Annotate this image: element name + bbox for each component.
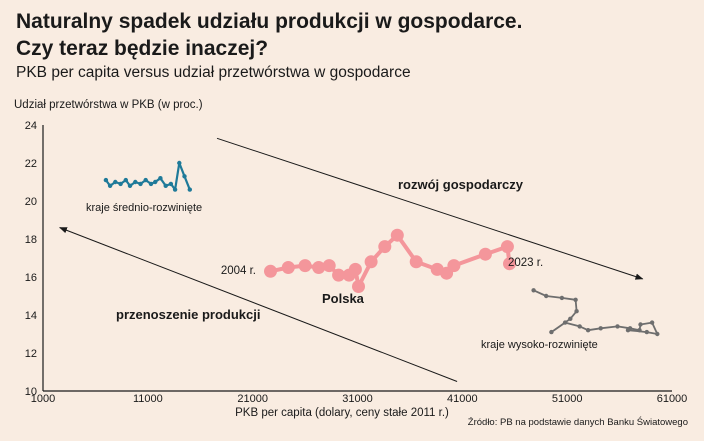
chart-title: Naturalny spadek udziału produkcji w gos… xyxy=(16,8,522,62)
x-tick-label: 21000 xyxy=(237,393,268,405)
data-point-srednio xyxy=(153,179,158,185)
data-point-polska xyxy=(281,261,295,274)
label-start-year: 2004 r. xyxy=(221,265,256,277)
arrows-layer xyxy=(59,137,644,382)
data-point-srednio xyxy=(182,174,187,179)
data-point-polska xyxy=(352,280,365,293)
data-point-wysoko xyxy=(655,331,660,337)
data-point-polska xyxy=(364,255,378,269)
data-point-wysoko xyxy=(598,326,603,331)
data-point-wysoko xyxy=(637,328,642,333)
data-point-polska xyxy=(503,257,516,271)
chart-subtitle: PKB per capita versus udział przetwórstw… xyxy=(16,64,411,81)
arrow-przenoszenie xyxy=(59,227,458,382)
series-line-srednio xyxy=(104,161,191,191)
chart-title-line1: Naturalny spadek udziału produkcji w gos… xyxy=(16,10,523,33)
data-point-wysoko xyxy=(644,329,649,335)
data-point-polska xyxy=(390,228,404,242)
data-point-wysoko xyxy=(577,324,582,329)
data-point-wysoko xyxy=(568,316,573,321)
data-point-wysoko xyxy=(531,288,536,293)
data-point-wysoko xyxy=(559,295,565,301)
data-point-srednio xyxy=(127,183,133,188)
data-point-srednio xyxy=(107,183,113,188)
y-tick-label: 10 xyxy=(25,386,37,398)
x-tick-label: 1000 xyxy=(31,393,55,405)
data-point-srednio xyxy=(177,160,182,166)
y-tick-label: 16 xyxy=(25,272,37,284)
data-point-wysoko xyxy=(544,293,549,299)
y-tick-label: 24 xyxy=(25,120,37,132)
series-label-wysoko: kraje wysoko-rozwinięte xyxy=(481,339,598,351)
data-point-srednio xyxy=(163,183,168,188)
data-point-polska xyxy=(322,259,336,273)
series-layer xyxy=(103,160,660,337)
x-tick-label: 51000 xyxy=(552,393,583,405)
data-point-wysoko xyxy=(574,309,579,314)
data-point-srednio xyxy=(148,181,154,187)
data-point-srednio xyxy=(103,177,109,183)
data-point-srednio xyxy=(113,179,118,185)
data-point-wysoko xyxy=(625,328,631,333)
series-line-wysoko xyxy=(532,289,659,335)
data-point-wysoko xyxy=(615,324,620,329)
data-point-polska xyxy=(332,268,346,282)
labels-layer: 2004 r. 2023 r. Polska kraje średnio-rozwin… xyxy=(86,177,598,351)
series-label-srednio: kraje średnio-rozwinięte xyxy=(86,202,202,214)
label-end-year: 2023 r. xyxy=(508,257,543,269)
y-tick-label: 20 xyxy=(25,196,37,208)
data-point-srednio xyxy=(168,181,174,187)
data-point-polska xyxy=(500,240,514,254)
data-point-wysoko xyxy=(562,320,568,325)
data-point-wysoko xyxy=(573,297,578,302)
chart-title-line2: Czy teraz będzie inaczej? xyxy=(16,37,269,60)
x-tick-label: 61000 xyxy=(657,393,688,405)
data-point-wysoko xyxy=(549,329,554,335)
ticks-layer: 10 12 14 16 18 20 22 24 1000 11000 21000 31000 41000… xyxy=(25,120,688,405)
source-note: Źródło: PB na podstawie danych Banku Świ… xyxy=(468,416,688,428)
y-tick-label: 12 xyxy=(25,348,37,360)
data-point-polska xyxy=(378,240,392,254)
axes-layer: Udział przetwórstwa w PKB (w proc.) PKB … xyxy=(14,99,688,428)
arrow-rozwoj xyxy=(216,137,644,280)
data-point-polska xyxy=(312,261,326,274)
y-tick-label: 14 xyxy=(25,310,37,322)
data-point-polska xyxy=(447,259,461,273)
x-axis-label: PKB per capita (dolary, ceny stałe 2011 … xyxy=(235,407,449,419)
data-point-wysoko xyxy=(638,322,643,327)
data-point-srednio xyxy=(133,179,138,185)
data-point-wysoko xyxy=(649,320,655,325)
x-tick-label: 11000 xyxy=(133,393,163,405)
data-point-polska xyxy=(348,262,362,276)
data-point-srednio xyxy=(158,176,163,181)
data-point-srednio xyxy=(138,181,143,187)
data-point-srednio xyxy=(143,177,148,183)
data-point-polska xyxy=(264,264,277,278)
y-tick-label: 22 xyxy=(25,158,37,170)
data-point-polska xyxy=(298,259,312,273)
arrow-label-rozwoj: rozwój gospodarczy xyxy=(398,177,524,192)
y-tick-label: 18 xyxy=(25,234,37,246)
data-point-srednio xyxy=(118,181,123,187)
data-point-srednio xyxy=(187,187,192,192)
arrow-label-przenoszenie: przenoszenie produkcji xyxy=(116,307,260,322)
data-point-wysoko xyxy=(585,328,591,333)
y-axis-label: Udział przetwórstwa w PKB (w proc.) xyxy=(14,99,203,111)
x-tick-label: 31000 xyxy=(342,393,373,405)
series-label-polska: Polska xyxy=(322,291,365,306)
data-point-polska xyxy=(478,247,492,261)
x-tick-label: 41000 xyxy=(447,393,478,405)
data-point-srednio xyxy=(172,187,178,192)
data-point-polska xyxy=(409,255,423,269)
data-point-srednio xyxy=(123,177,128,183)
